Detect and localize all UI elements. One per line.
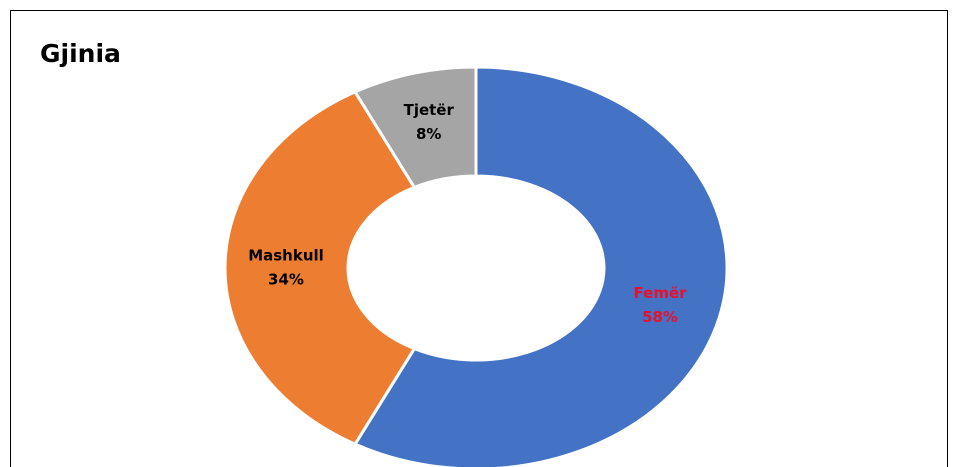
slice-value-label: 34% xyxy=(268,271,304,289)
chart-title: Gjinia xyxy=(40,39,121,68)
donut-slice xyxy=(352,65,478,190)
slice-label: Femër xyxy=(634,284,688,302)
slice-label: Tjetër xyxy=(404,101,455,119)
donut-slice xyxy=(352,65,729,467)
slice-value-label: 8% xyxy=(416,125,441,143)
donut-slice xyxy=(223,89,417,447)
slice-label: Mashkull xyxy=(248,247,324,265)
frame xyxy=(10,10,948,467)
slice-value-label: 58% xyxy=(642,308,678,326)
